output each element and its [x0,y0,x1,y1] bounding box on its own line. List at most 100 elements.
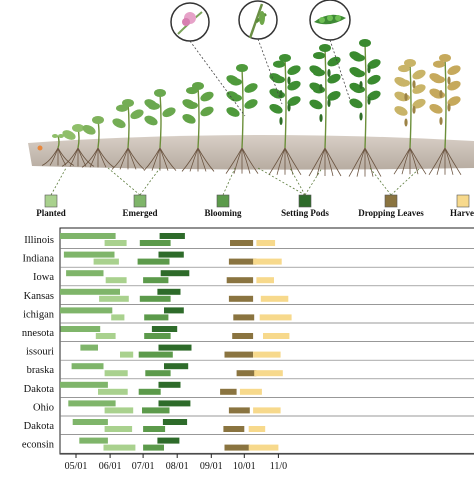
bar-dakota-harve [239,388,262,395]
soybean-plant-icon [111,99,145,170]
state-label-ichigan: ichigan [23,309,55,320]
legend-label-blooming: Blooming [204,208,242,218]
bar-ohio-setting-pods [158,400,191,407]
bar-econsin-harve [248,444,279,451]
bar-ohio-dropping-leaves [228,407,250,414]
x-axis: 05/01 06/01 07/01 08/01 09/01 10/01 11/0 [65,454,287,472]
phenology-chart: Illinois Indiana Iowa Kansas ichigan nnesota i… [22,227,474,472]
bar-issouri-planted [120,351,134,358]
x-tick-label: 10/01 [233,461,256,472]
bar-nnesota-planted [95,333,116,339]
bar-illinois-planted [104,240,127,246]
legend-connectors [50,167,421,196]
legend-connector [107,167,141,196]
soybean-plant-icon [348,39,382,177]
bar-issouri-setting-pods [158,344,192,351]
bar-indiana-setting-pods [158,251,184,258]
bar-braska-emerged [71,363,104,370]
legend-swatch-blooming [216,194,230,208]
bar-indiana-blooming [137,258,170,265]
state-label-issouri: issouri [26,347,54,358]
bar-iowa-setting-pods [160,270,190,277]
x-tick-label: 11/0 [270,461,287,472]
bar-kansas-emerged [60,288,120,295]
bar-econsin-planted [103,444,136,451]
bar-nnesota-dropping-leaves [232,333,254,339]
bar-ichigan-dropping-leaves [233,314,255,321]
bar-econsin-dropping-leaves [224,444,250,451]
legend-label-emerged: Emerged [123,208,158,218]
bar-iowa-planted [105,277,127,284]
bar-ichigan-blooming [144,314,169,321]
legend-swatch-emerged [133,194,147,208]
bar-nnesota-emerged [60,326,101,332]
bar-nnesota-setting-pods [151,326,178,332]
legend-swatch-setting-pods [298,194,312,208]
legend-connector [257,167,306,196]
bar-iowa-blooming [143,277,169,284]
legend-item-setting-pods: Setting Pods [281,194,329,218]
bar-braska-blooming [145,370,171,377]
bar-indiana-emerged [63,251,115,258]
bar-dakota-dropping-leaves [223,426,245,432]
legend-swatch-harvested [456,194,470,208]
x-tick-label: 09/01 [200,461,223,472]
bar-nnesota-blooming [144,333,171,339]
bar-dakota-blooming [138,388,161,395]
bar-kansas-dropping-leaves [228,295,254,302]
x-tick-label: 07/01 [132,461,155,472]
flower-inset-icon [170,2,246,117]
bar-braska-dropping-leaves [236,370,257,377]
bar-dakota-blooming [143,426,166,432]
legend-item-dropping-leaves: Dropping Leaves [358,194,424,218]
state-label-econsin: econsin [22,440,55,451]
bar-illinois-harve [256,240,276,246]
bar-indiana-planted [93,258,119,265]
state-label-iowa: Iowa [33,272,54,283]
bar-ichigan-harve [259,314,292,321]
bar-indiana-harve [253,258,282,265]
legend-label-dropping-leaves: Dropping Leaves [358,208,424,218]
bar-iowa-harve [256,277,274,284]
legend: Planted Emerged Blooming Setting Pods Dr… [36,167,474,218]
bar-ohio-planted [104,407,134,414]
legend-item-blooming: Blooming [204,194,242,218]
soybean-plant-icon [393,59,427,175]
legend-swatch-dropping-leaves [384,194,398,208]
soybean-plant-icon [428,54,462,176]
bar-illinois-setting-pods [159,233,185,239]
plot-frame [59,227,474,455]
legend-connector [139,167,161,196]
soybean-plant-icon [225,64,259,174]
bar-dakota-planted [98,388,128,395]
soil-band [28,134,474,170]
bar-issouri-harve [253,351,281,358]
state-label-indiana: Indiana [23,254,55,265]
bar-econsin-blooming [143,444,164,451]
bar-ohio-emerged [68,400,116,407]
bar-illinois-blooming [139,240,171,246]
seed-icon [37,145,43,151]
bar-indiana-dropping-leaves [228,258,257,265]
bar-dakota-setting-pods [162,419,188,425]
legend-item-harvested: Harve [450,194,474,218]
pod-inset-icon [309,0,351,101]
x-tick-label: 06/01 [99,461,122,472]
bar-issouri-emerged [80,344,98,351]
bar-kansas-blooming [139,295,171,302]
bar-braska-planted [104,370,128,377]
bar-kansas-setting-pods [157,288,181,295]
legend-label-harvested: Harve [450,208,474,218]
legend-item-emerged: Emerged [123,194,158,218]
soybean-plant-icon [81,116,115,168]
x-tick-label: 08/01 [166,461,189,472]
bar-ohio-harve [253,407,281,414]
bar-ichigan-emerged [60,307,113,314]
legend-connector [369,167,392,196]
stage-bars [60,233,292,451]
bar-nnesota-harve [263,333,290,339]
bar-dakota-dropping-leaves [220,388,237,395]
bar-issouri-blooming [138,351,173,358]
